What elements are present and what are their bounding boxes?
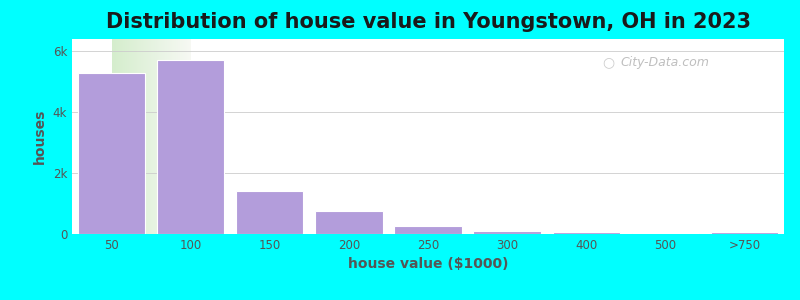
Bar: [553, 232, 620, 234]
Bar: [315, 211, 382, 234]
Title: Distribution of house value in Youngstown, OH in 2023: Distribution of house value in Youngstow…: [106, 12, 750, 32]
Bar: [157, 60, 224, 234]
Y-axis label: houses: houses: [34, 109, 47, 164]
Bar: [711, 232, 778, 234]
Bar: [394, 226, 462, 234]
Text: ○: ○: [602, 56, 614, 69]
Bar: [78, 73, 145, 234]
Bar: [474, 231, 541, 234]
Bar: [236, 191, 303, 234]
Bar: [632, 233, 699, 234]
Text: City-Data.com: City-Data.com: [620, 56, 709, 69]
X-axis label: house value ($1000): house value ($1000): [348, 257, 508, 272]
